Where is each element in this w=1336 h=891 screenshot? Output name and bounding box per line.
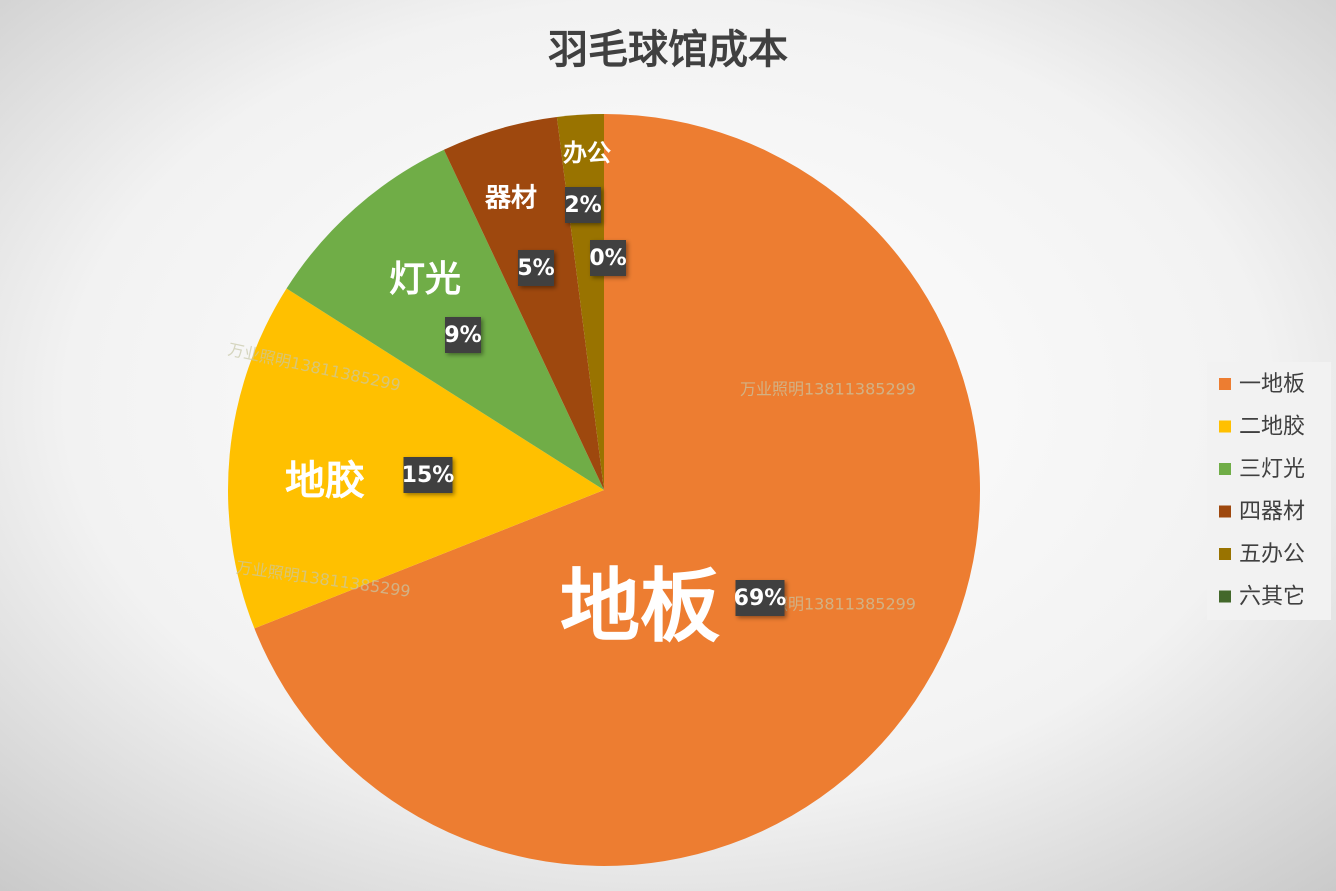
- watermark: 万业照明13811385299: [740, 380, 916, 399]
- slice-label: 地板: [560, 560, 720, 653]
- value-label-box: [735, 580, 785, 616]
- chart-title: 羽毛球馆成本: [548, 27, 788, 73]
- value-label-box: [590, 240, 626, 276]
- legend-swatch: [1219, 378, 1231, 390]
- value-label-box: [565, 187, 601, 223]
- legend-label: 三灯光: [1239, 457, 1305, 482]
- pie-slice: [443, 116, 604, 490]
- legend-label: 五办公: [1239, 542, 1305, 567]
- value-label: 2%: [564, 193, 601, 218]
- pie-slice: [254, 114, 980, 866]
- legend-label: 四器材: [1239, 500, 1305, 525]
- slice-label: 办公: [563, 139, 611, 167]
- legend-box: [1207, 362, 1331, 620]
- legend-label: 一地板: [1239, 372, 1305, 397]
- value-label: 0%: [589, 246, 626, 271]
- value-label: 9%: [444, 323, 481, 348]
- value-label: 15%: [402, 463, 455, 488]
- legend-label: 六其它: [1239, 585, 1305, 610]
- legend-swatch: [1219, 463, 1231, 475]
- legend-swatch: [1219, 505, 1231, 518]
- legend-label: 二地胶: [1239, 415, 1305, 440]
- value-label-box: [403, 457, 453, 493]
- value-label-box: [445, 317, 481, 353]
- value-label: 69%: [734, 586, 787, 611]
- legend-swatch: [1219, 590, 1231, 603]
- slice-label: 灯光: [389, 259, 461, 300]
- slice-label: 器材: [484, 184, 537, 214]
- legend-swatch: [1219, 548, 1231, 560]
- value-label: 5%: [517, 256, 554, 281]
- legend-swatch: [1219, 420, 1231, 433]
- value-label-box: [518, 250, 554, 286]
- slice-label: 地胶: [285, 458, 365, 504]
